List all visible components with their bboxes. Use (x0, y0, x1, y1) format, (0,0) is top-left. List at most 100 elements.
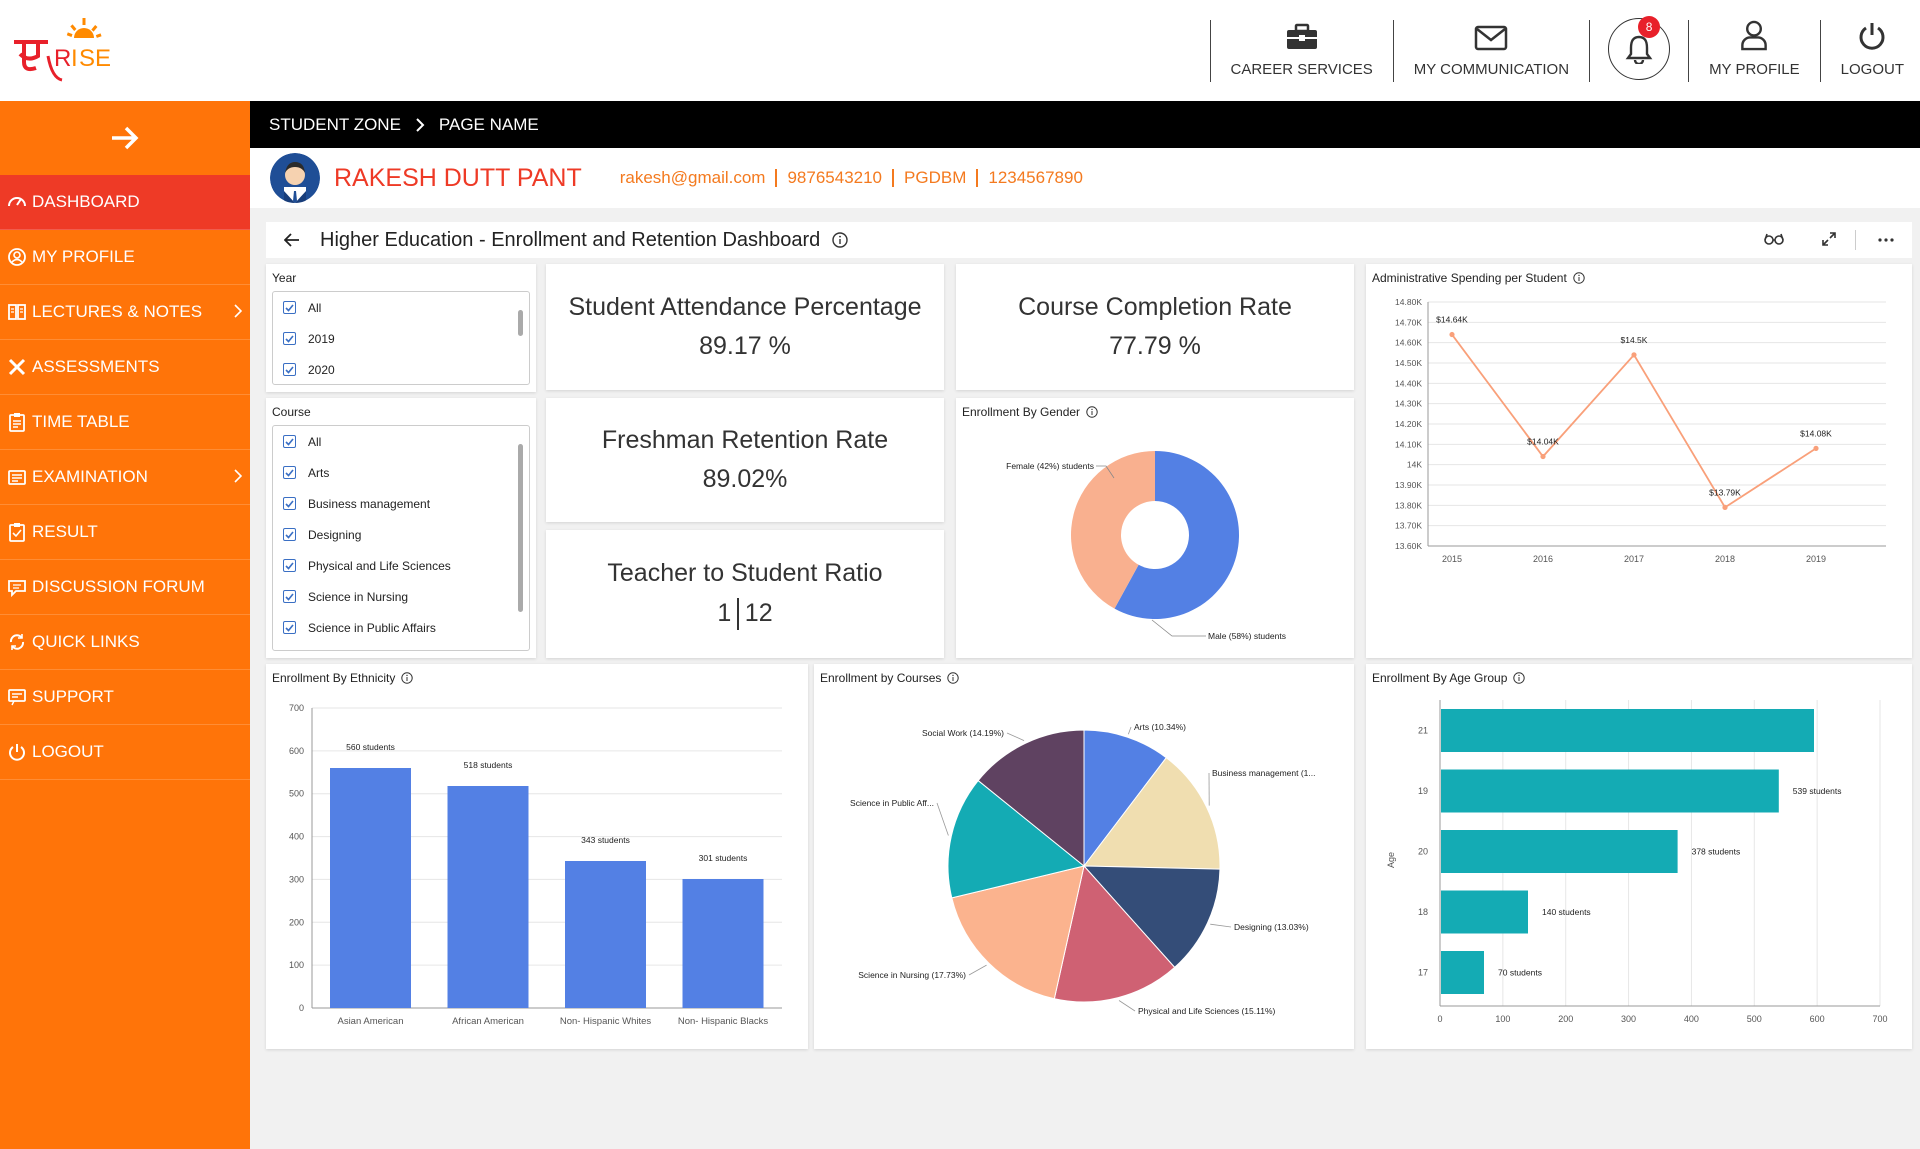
x-tick-label: 600 (1810, 1014, 1825, 1024)
year-filter-title: Year (272, 271, 297, 285)
expand-icon[interactable] (1822, 232, 1836, 246)
pie-slice[interactable] (1083, 757, 1221, 870)
checkbox-checked-icon[interactable] (283, 466, 296, 479)
course-filter-list[interactable]: All Arts Business management Designing Physi… (272, 425, 530, 651)
checkbox-checked-icon[interactable] (283, 332, 296, 345)
year-option[interactable]: 2019 (273, 323, 529, 354)
info-icon[interactable] (1573, 272, 1585, 284)
back-arrow-icon[interactable] (284, 233, 300, 247)
avatar[interactable] (270, 153, 320, 203)
top-bar: R I SE CAREER SERVICES MY COMMUNICATION … (0, 0, 1920, 101)
checkbox-checked-icon[interactable] (283, 301, 296, 314)
data-point[interactable] (1631, 352, 1637, 358)
x-tick-label: 2019 (1806, 554, 1826, 564)
y-tick-label: 20 (1418, 847, 1428, 857)
chevron-right-icon (234, 469, 242, 483)
x-tick-label: 500 (1747, 1014, 1762, 1024)
checkbox-checked-icon[interactable] (283, 621, 296, 634)
sidebar-toggle-button[interactable] (0, 101, 250, 175)
pie-slice[interactable] (1083, 729, 1167, 868)
course-option[interactable]: Science in Public Affairs (273, 612, 529, 643)
gender-chart-title-text: Enrollment By Gender (962, 405, 1081, 419)
course-option[interactable]: Designing (273, 519, 529, 550)
sidebar-item-examination[interactable]: EXAMINATION (0, 450, 250, 505)
career-services-button[interactable]: CAREER SERVICES (1209, 20, 1393, 82)
slice-label: Science in Public Aff... (850, 798, 934, 808)
my-profile-button[interactable]: MY PROFILE (1688, 20, 1820, 82)
completion-kpi-value: 77.79 % (1109, 332, 1201, 360)
bar[interactable] (682, 879, 764, 1008)
donut-slice[interactable] (1071, 451, 1155, 609)
bar[interactable] (1441, 890, 1528, 934)
pie-slice[interactable] (977, 729, 1085, 868)
data-point[interactable] (1540, 453, 1546, 460)
glasses-icon[interactable] (1764, 232, 1784, 246)
book-icon (6, 301, 28, 323)
checkbox-checked-icon[interactable] (283, 559, 296, 572)
logout-button[interactable]: LOGOUT (1819, 20, 1920, 82)
sidebar-item-discussion-forum[interactable]: DISCUSSION FORUM (0, 560, 250, 615)
my-communication-button[interactable]: MY COMMUNICATION (1392, 20, 1589, 82)
bar[interactable] (1441, 769, 1779, 813)
more-options-icon[interactable] (1878, 238, 1894, 242)
bar[interactable] (565, 861, 646, 1008)
pie-slice[interactable] (1082, 865, 1221, 969)
course-option[interactable]: Arts (273, 457, 529, 488)
sidebar-item-support[interactable]: SUPPORT (0, 670, 250, 725)
data-point[interactable] (1722, 504, 1728, 510)
bar[interactable] (1441, 709, 1814, 752)
year-scrollbar[interactable] (518, 310, 523, 336)
sidebar-menu: DASHBOARD MY PROFILE LECTURES & NOTES ASSES… (0, 175, 250, 780)
data-point[interactable] (1813, 445, 1819, 451)
bar[interactable] (1441, 951, 1484, 994)
attendance-kpi-label: Student Attendance Percentage (568, 293, 922, 321)
info-icon[interactable] (947, 672, 960, 684)
checkbox-checked-icon[interactable] (283, 435, 296, 448)
data-label: 343 students (581, 835, 630, 845)
slice-label: Designing (13.03%) (1234, 922, 1309, 932)
age-chart-title: Enrollment By Age Group (1372, 671, 1526, 685)
bar[interactable] (330, 768, 411, 1008)
data-point[interactable] (1449, 331, 1455, 338)
year-option[interactable]: 2020 (273, 354, 529, 384)
sidebar-item-dashboard[interactable]: DASHBOARD (0, 175, 250, 230)
slice-label: Physical and Life Sciences (15.11%) (1138, 1006, 1276, 1016)
checkbox-checked-icon[interactable] (283, 497, 296, 510)
my-profile-label: MY PROFILE (1709, 61, 1800, 78)
bar[interactable] (447, 786, 529, 1008)
course-scrollbar[interactable] (518, 444, 523, 612)
info-icon[interactable] (1086, 406, 1098, 418)
breadcrumb-student-zone[interactable]: STUDENT ZONE (269, 114, 401, 134)
checkbox-checked-icon[interactable] (283, 528, 296, 541)
pie-slice[interactable] (1053, 864, 1176, 1003)
pie-slice[interactable] (947, 779, 1086, 899)
info-icon[interactable] (832, 232, 848, 248)
course-option[interactable]: Physical and Life Sciences (273, 550, 529, 581)
year-filter-list[interactable]: All 2019 2020 (272, 291, 530, 385)
year-option[interactable]: All (273, 292, 529, 323)
sidebar-item-quick-links[interactable]: QUICK LINKS (0, 615, 250, 670)
donut-slice[interactable] (1114, 451, 1239, 619)
y-axis-title: Age (1386, 852, 1396, 868)
sidebar-item-lectures-notes[interactable]: LECTURES & NOTES (0, 285, 250, 340)
course-option[interactable]: All (273, 426, 529, 457)
sidebar-item-my-profile[interactable]: MY PROFILE (0, 230, 250, 285)
checkbox-checked-icon[interactable] (283, 590, 296, 603)
sidebar-item-assessments[interactable]: ASSESSMENTS (0, 340, 250, 395)
yurise-logo[interactable]: R I SE (12, 16, 122, 88)
sidebar-item-result[interactable]: RESULT (0, 505, 250, 560)
info-icon[interactable] (401, 672, 414, 684)
bar[interactable] (1441, 830, 1678, 873)
notifications-button[interactable]: 8 (1589, 16, 1688, 82)
x-tick-label: 2015 (1442, 554, 1462, 564)
course-option[interactable]: Science in Nursing (273, 581, 529, 612)
x-tick-label: Non- Hispanic Blacks (678, 1016, 769, 1027)
x-tick-label: 200 (1558, 1014, 1573, 1024)
sidebar-item-time-table[interactable]: TIME TABLE (0, 395, 250, 450)
sidebar-item-logout[interactable]: LOGOUT (0, 725, 250, 780)
info-icon[interactable] (1513, 672, 1526, 684)
course-option[interactable]: Business management (273, 488, 529, 519)
checkbox-checked-icon[interactable] (283, 363, 296, 376)
pie-slice[interactable] (951, 865, 1085, 1000)
y-tick-label: 14.80K (1395, 297, 1422, 307)
